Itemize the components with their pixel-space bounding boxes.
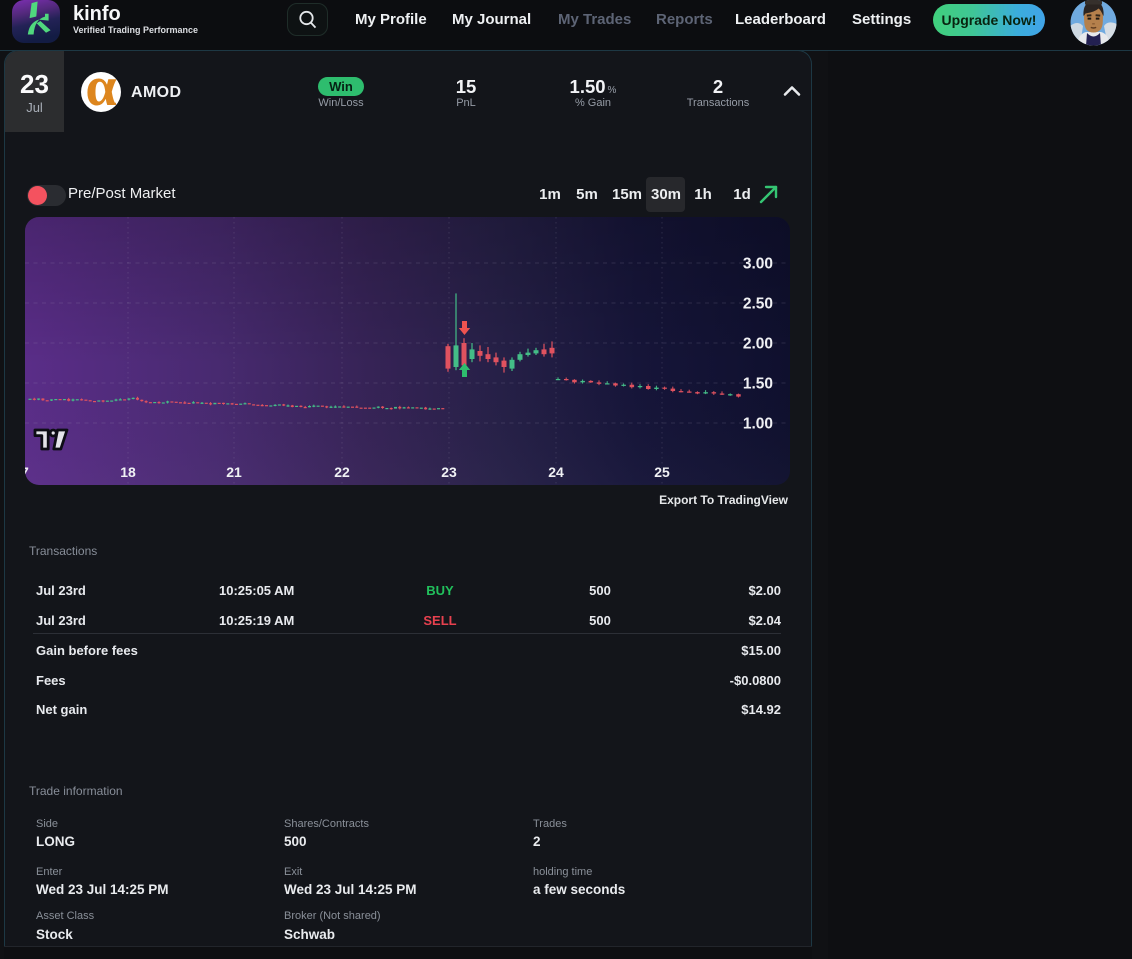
svg-text:1.00: 1.00 (743, 416, 773, 433)
svg-text:17: 17 (25, 464, 29, 480)
svg-text:α: α (85, 72, 116, 112)
svg-text:22: 22 (334, 464, 350, 480)
svg-text:3.00: 3.00 (743, 256, 773, 273)
svg-text:25: 25 (654, 464, 670, 480)
svg-text:2.50: 2.50 (743, 296, 773, 313)
svg-text:2.00: 2.00 (743, 336, 773, 353)
svg-text:23: 23 (441, 464, 457, 480)
svg-text:21: 21 (226, 464, 242, 480)
svg-text:1.50: 1.50 (743, 376, 773, 393)
svg-text:18: 18 (120, 464, 136, 480)
svg-text:24: 24 (548, 464, 564, 480)
